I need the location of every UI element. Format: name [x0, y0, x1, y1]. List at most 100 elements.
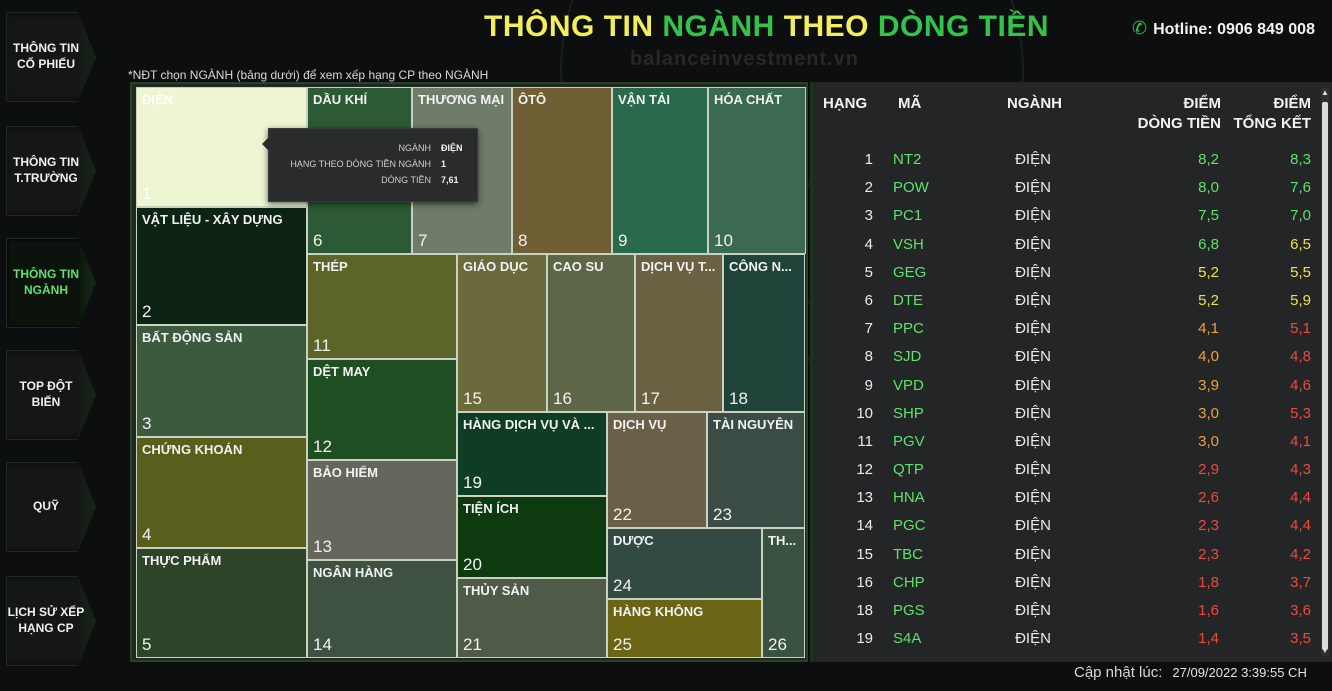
tile-rank: 18 [729, 389, 748, 408]
table-row[interactable]: 11 PGV ĐIỆN 3,0 4,1 [813, 431, 1313, 459]
treemap-tile[interactable]: TÀI NGUYÊN 23 [707, 412, 805, 528]
industry-cell: ĐIỆN [1015, 573, 1051, 591]
table-row[interactable]: 9 VPD ĐIỆN 3,9 4,6 [813, 375, 1313, 403]
industry-cell: ĐIỆN [1015, 263, 1051, 281]
col-header-flow-score[interactable]: ĐIỂM DÒNG TIỀN [1137, 95, 1221, 132]
rank-cell: 5 [864, 263, 873, 281]
table-row[interactable]: 1 NT2 ĐIỆN 8,2 8,3 [813, 149, 1313, 177]
treemap-tile[interactable]: THỦY SẢN 21 [457, 578, 607, 658]
tile-name: CHỨNG KHOÁN [142, 442, 243, 457]
table-row[interactable]: 4 VSH ĐIỆN 6,8 6,5 [813, 234, 1313, 262]
tile-name: ÔTÔ [518, 92, 547, 107]
table-row[interactable]: 19 S4A ĐIỆN 1,4 3,5 [813, 628, 1313, 656]
code-cell[interactable]: PGV [893, 432, 925, 450]
code-cell[interactable]: CHP [893, 573, 925, 591]
rank-cell: 2 [864, 179, 873, 197]
code-cell[interactable]: PC1 [893, 207, 923, 225]
nav-lich-su-xep-hang[interactable]: LỊCH SỬ XẾP HẠNG CP [6, 576, 96, 666]
tile-name: THƯƠNG MẠI [418, 92, 505, 107]
code-cell[interactable]: POW [893, 179, 929, 197]
scroll-up-icon[interactable]: ▲ [1321, 88, 1329, 97]
treemap-tile[interactable]: CAO SU 16 [547, 254, 635, 412]
code-cell[interactable]: SJD [893, 348, 922, 366]
flow-score-cell: 4,0 [1198, 348, 1219, 366]
industry-cell: ĐIỆN [1015, 517, 1051, 535]
treemap-tile[interactable]: HÓA CHẤT 10 [708, 87, 806, 254]
flow-score-cell: 2,3 [1198, 517, 1219, 535]
table-row[interactable]: 14 PGC ĐIỆN 2,3 4,4 [813, 515, 1313, 543]
treemap-tile[interactable]: CHỨNG KHOÁN 4 [136, 437, 307, 548]
treemap-tile[interactable]: DỊCH VỤ T... 17 [635, 254, 723, 412]
col-header-rank[interactable]: HẠNG [823, 95, 868, 112]
code-cell[interactable]: S4A [893, 630, 922, 648]
treemap-tile[interactable]: ÔTÔ 8 [512, 87, 612, 254]
nav-label: LỊCH SỬ XẾP HẠNG CP [7, 605, 85, 635]
table-row[interactable]: 10 SHP ĐIỆN 3,0 5,3 [813, 403, 1313, 431]
treemap-tile[interactable]: DƯỢC 24 [607, 528, 762, 599]
treemap-tile[interactable]: NGÂN HÀNG 14 [307, 560, 457, 658]
total-score-cell: 4,8 [1290, 348, 1311, 366]
nav-thong-tin-thi-truong[interactable]: THÔNG TIN T.TRƯỜNG [6, 126, 96, 216]
flow-score-cell: 7,5 [1198, 207, 1219, 225]
nav-thong-tin-co-phieu[interactable]: THÔNG TIN CỔ PHIẾU [6, 12, 96, 102]
title-part: DÒNG TIỀN [877, 10, 1050, 43]
table-row[interactable]: 2 POW ĐIỆN 8,0 7,6 [813, 177, 1313, 205]
table-row[interactable]: 15 TBC ĐIỆN 2,3 4,2 [813, 544, 1313, 572]
treemap-tile[interactable]: GIÁO DỤC 15 [457, 254, 547, 412]
treemap-tile[interactable]: BẢO HIỂM 13 [307, 460, 457, 560]
treemap-tile[interactable]: VẬT LIỆU - XÂY DỰNG 2 [136, 207, 307, 325]
rank-cell: 14 [856, 517, 873, 535]
table-row[interactable]: 12 QTP ĐIỆN 2,9 4,3 [813, 459, 1313, 487]
tile-rank: 22 [613, 505, 632, 524]
table-row[interactable]: 8 SJD ĐIỆN 4,0 4,8 [813, 346, 1313, 374]
code-cell[interactable]: HNA [893, 489, 925, 507]
treemap-tile[interactable]: CÔNG N... 18 [723, 254, 805, 412]
table-row[interactable]: 5 GEG ĐIỆN 5,2 5,5 [813, 262, 1313, 290]
treemap-tile[interactable]: HÀNG DỊCH VỤ VÀ ... 19 [457, 412, 607, 496]
code-cell[interactable]: NT2 [893, 151, 922, 168]
treemap-tile[interactable]: THÉP 11 [307, 254, 457, 359]
treemap-tile[interactable]: THỰC PHẨM 5 [136, 548, 307, 658]
nav-label: TOP ĐỘT BIẾN [19, 379, 73, 409]
treemap-tile[interactable]: TH... 26 [762, 528, 805, 658]
code-cell[interactable]: GEG [893, 263, 927, 281]
treemap-tile[interactable]: DỆT MAY 12 [307, 359, 457, 460]
col-header-industry[interactable]: NGÀNH [1007, 95, 1062, 112]
rank-cell: 7 [864, 320, 873, 338]
flow-score-cell: 2,9 [1198, 461, 1219, 479]
tile-rank: 25 [613, 635, 632, 654]
total-score-cell: 4,2 [1290, 545, 1311, 563]
col-header-total-score[interactable]: ĐIỂM TỔNG KẾT [1233, 95, 1312, 132]
code-cell[interactable]: TBC [893, 545, 923, 563]
code-cell[interactable]: QTP [893, 461, 924, 479]
nav-quy[interactable]: QUỸ [6, 462, 96, 552]
treemap-tile[interactable]: DỊCH VỤ 22 [607, 412, 707, 528]
table-row[interactable]: 3 PC1 ĐIỆN 7,5 7,0 [813, 205, 1313, 233]
table-row[interactable]: 7 PPC ĐIỆN 4,1 5,1 [813, 318, 1313, 346]
code-cell[interactable]: VPD [893, 376, 924, 394]
treemap-tile[interactable]: HÀNG KHÔNG 25 [607, 599, 762, 658]
code-cell[interactable]: SHP [893, 404, 924, 422]
treemap-tile[interactable]: BẤT ĐỘNG SẢN 3 [136, 325, 307, 437]
industry-cell: ĐIỆN [1015, 207, 1051, 225]
table-row[interactable]: 18 PGS ĐIỆN 1,6 3,6 [813, 600, 1313, 628]
code-cell[interactable]: DTE [893, 291, 923, 309]
treemap-tile[interactable]: VẬN TẢI 9 [612, 87, 708, 254]
scrollbar[interactable]: ▲ ▼ [1321, 88, 1329, 656]
scroll-thumb[interactable] [1322, 102, 1328, 650]
col-header-code[interactable]: MÃ [898, 95, 922, 112]
tile-name: VẬN TẢI [618, 92, 670, 107]
code-cell[interactable]: PPC [893, 320, 924, 338]
nav-thong-tin-nganh[interactable]: THÔNG TIN NGÀNH [6, 238, 96, 328]
hotline[interactable]: ✆ Hotline: 0906 849 008 [1132, 18, 1315, 39]
treemap-tile[interactable]: TIỆN ÍCH 20 [457, 496, 607, 578]
table-row[interactable]: 16 CHP ĐIỆN 1,8 3,7 [813, 572, 1313, 600]
code-cell[interactable]: VSH [893, 235, 924, 253]
nav-top-dot-bien[interactable]: TOP ĐỘT BIẾN [6, 350, 96, 440]
code-cell[interactable]: PGS [893, 602, 925, 619]
tile-rank: 4 [142, 525, 152, 544]
table-row[interactable]: 13 HNA ĐIỆN 2,6 4,4 [813, 487, 1313, 515]
table-row[interactable]: 6 DTE ĐIỆN 5,2 5,9 [813, 290, 1313, 318]
code-cell[interactable]: PGC [893, 517, 926, 535]
scroll-down-icon[interactable]: ▼ [1321, 646, 1329, 655]
